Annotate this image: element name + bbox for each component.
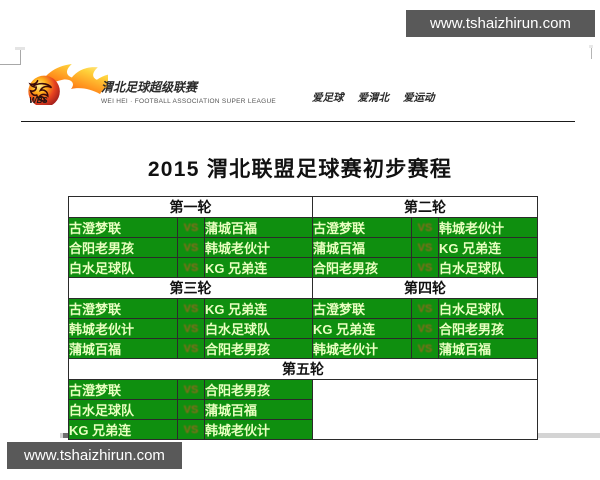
- svg-text:WBS: WBS: [29, 96, 48, 105]
